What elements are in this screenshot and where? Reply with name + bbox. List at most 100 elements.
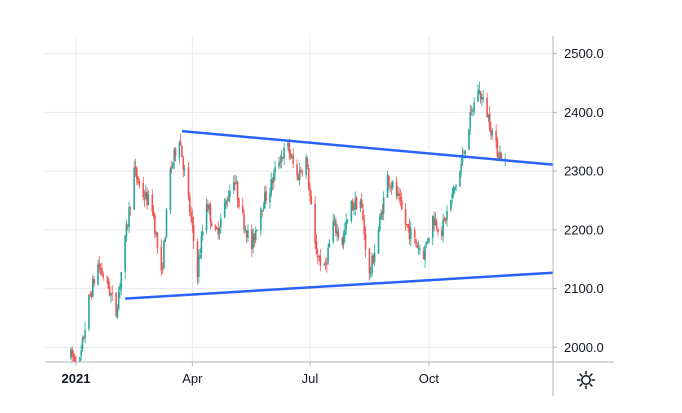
candle-body [182, 157, 185, 170]
candle-body [125, 224, 128, 237]
candle-body [296, 164, 298, 176]
candle-body [380, 212, 382, 219]
candle-body [137, 177, 139, 183]
candle-down [360, 193, 363, 209]
candle-up [369, 266, 372, 279]
candle-body [110, 293, 112, 296]
candle-body [81, 338, 84, 349]
candle-up [169, 166, 172, 215]
candle-body [163, 240, 165, 269]
candle-up [499, 145, 501, 161]
candle-up [332, 213, 335, 245]
candle-down [415, 238, 417, 248]
candle-body [217, 228, 220, 235]
candle-body [346, 219, 349, 222]
candle-body [145, 192, 147, 199]
candle-up [327, 243, 329, 266]
candle-body [373, 252, 376, 262]
candle-up [452, 185, 455, 199]
candle-up [328, 239, 331, 248]
candle-down [319, 249, 322, 272]
candle-body [323, 264, 326, 266]
candle-body [335, 220, 337, 233]
candle-down [98, 256, 101, 274]
candle-down [73, 352, 76, 362]
candle-body [495, 131, 497, 141]
candle-up [342, 230, 345, 250]
candle-down [441, 226, 443, 241]
candle-body [106, 276, 108, 278]
candle-down [196, 238, 199, 285]
candle-down [310, 190, 313, 206]
candle-down [300, 167, 302, 173]
candle-up [252, 228, 254, 254]
candle-body [247, 230, 249, 238]
candle-up [145, 184, 147, 201]
candle-body [459, 170, 461, 187]
candle-down [289, 149, 292, 160]
candle-body [229, 190, 231, 198]
candle-down [437, 228, 439, 237]
candle-body [173, 148, 176, 162]
candle-body [107, 278, 110, 289]
candle-up [172, 161, 174, 170]
candle-down [156, 231, 159, 255]
candle-up [482, 90, 484, 103]
candle-down [335, 217, 337, 237]
candle-up [353, 202, 355, 216]
candle-up [218, 226, 221, 240]
candle-down [486, 92, 488, 118]
candle-up [229, 184, 231, 203]
candle-body [156, 232, 159, 248]
candle-body [161, 268, 164, 270]
candle-body [199, 254, 201, 259]
candle-down [102, 271, 104, 281]
candle-body [444, 218, 447, 221]
lower-trendline[interactable] [125, 271, 554, 300]
candle-body [416, 245, 419, 248]
candle-body [190, 211, 192, 218]
candle-up [125, 219, 128, 242]
candle-down [245, 229, 248, 243]
candle-up [278, 156, 280, 170]
candle-down [296, 159, 298, 181]
candle-down [406, 224, 408, 228]
candle-body [482, 97, 484, 99]
candle-body [283, 147, 285, 159]
candle-down [399, 189, 402, 207]
candle-body [142, 182, 145, 198]
candle-body [500, 153, 503, 162]
candle-body [82, 336, 85, 339]
candle-body [400, 199, 403, 210]
candle-body [208, 205, 210, 209]
candle-body [388, 175, 390, 186]
candle-body [350, 201, 353, 222]
candle-up [377, 225, 380, 254]
candle-body [425, 242, 428, 245]
candle-up [354, 191, 357, 216]
candle-body [406, 224, 408, 226]
chart-settings-button[interactable] [574, 368, 598, 392]
candle-up [477, 84, 479, 102]
candle-down [161, 262, 164, 274]
candle-up [283, 142, 285, 166]
candle-up [84, 322, 86, 343]
upper-trendline[interactable] [181, 129, 554, 166]
candle-body [332, 221, 335, 242]
candle-up [165, 208, 168, 239]
candle-up [371, 252, 373, 278]
candle-body [337, 231, 340, 237]
candle-body [351, 200, 354, 210]
candle-down [316, 248, 319, 265]
candle-up [244, 225, 247, 233]
candle-up [208, 202, 210, 215]
candle-up [173, 147, 176, 169]
candle-down [355, 195, 358, 210]
candle-down [90, 290, 93, 300]
candle-body [469, 111, 472, 129]
candle-body [464, 150, 466, 155]
candle-body [236, 181, 239, 200]
candle-down [214, 224, 217, 232]
candle-down [152, 204, 155, 220]
candle-body [253, 233, 256, 241]
